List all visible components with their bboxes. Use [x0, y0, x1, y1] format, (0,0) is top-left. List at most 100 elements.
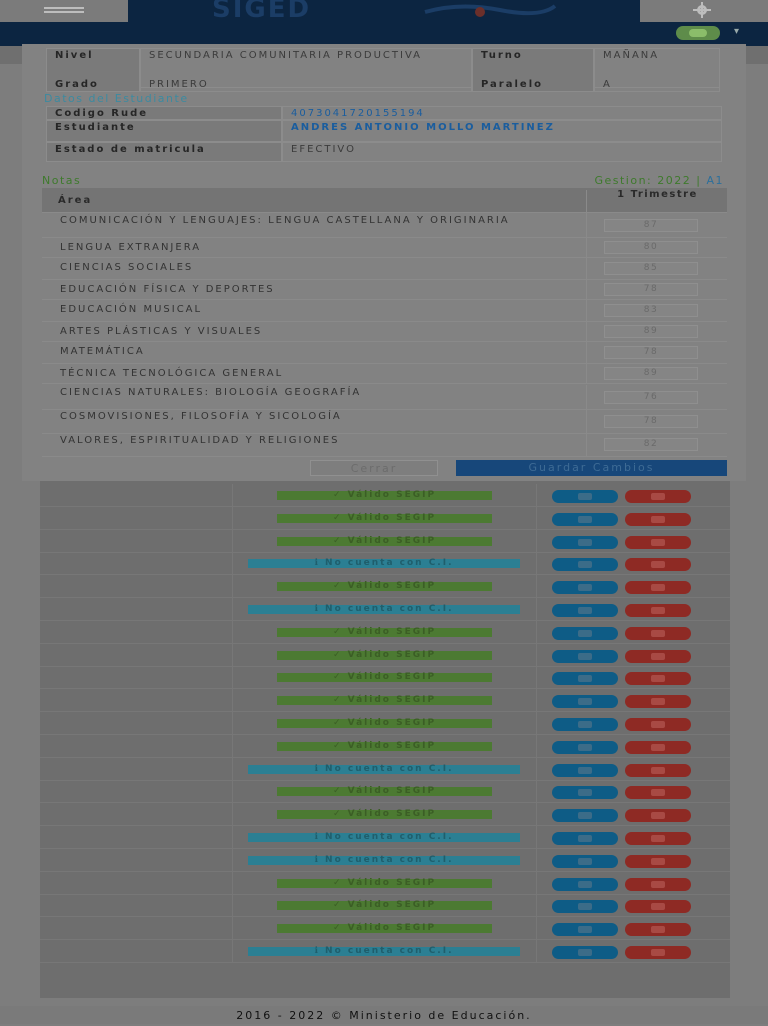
subject-name: LENGUA EXTRANJERA [60, 242, 202, 253]
status-badge: ✓ Válido SEGIP [277, 627, 492, 637]
grades-button[interactable] [625, 763, 691, 777]
siged-logo: SIGED [212, 0, 312, 24]
status-badge: ✓ Válido SEGIP [277, 787, 492, 797]
save-changes-button[interactable]: Guardar Cambios [456, 460, 727, 476]
grades-button[interactable] [625, 946, 691, 959]
grades-button[interactable] [625, 809, 691, 823]
edit-student-button[interactable] [552, 581, 618, 595]
score-input[interactable]: 78 [604, 415, 698, 428]
grades-button[interactable] [625, 535, 691, 549]
score-input[interactable]: 87 [604, 219, 698, 232]
table-row: ℹ No cuenta con C.I. [40, 552, 730, 576]
grades-button[interactable] [625, 672, 691, 686]
user-icon [578, 880, 592, 888]
grades-button[interactable] [625, 604, 691, 617]
student-name-link[interactable]: ANDRES ANTONIO MOLLO MARTINEZ [282, 120, 722, 142]
edit-student-button[interactable] [552, 809, 618, 823]
subject-name: EDUCACIÓN MUSICAL [60, 304, 203, 315]
list-icon [651, 652, 665, 660]
subject-name: VALORES, ESPIRITUALIDAD Y RELIGIONES [60, 435, 340, 446]
gear-icon [693, 2, 711, 18]
menu-toggle-button[interactable] [0, 0, 128, 22]
edit-student-button[interactable] [552, 626, 618, 640]
edit-student-button[interactable] [552, 558, 618, 572]
grades-button[interactable] [625, 581, 691, 595]
edit-student-button[interactable] [552, 649, 618, 663]
user-icon [578, 515, 592, 523]
edit-student-button[interactable] [552, 763, 618, 777]
score-input[interactable]: 78 [604, 283, 698, 296]
edit-student-button[interactable] [552, 672, 618, 686]
edit-student-button[interactable] [552, 490, 618, 503]
grades-header: Área 1 Trimestre [42, 188, 727, 213]
grades-button[interactable] [625, 512, 691, 526]
status-badge: ℹ No cuenta con C.I. [248, 764, 520, 774]
score-input[interactable]: 85 [604, 262, 698, 275]
trimestre-header: 1 Trimestre [586, 190, 728, 212]
list-icon [651, 721, 665, 728]
grades-button[interactable] [625, 649, 691, 663]
grades-button[interactable] [625, 854, 691, 868]
grades-button[interactable] [625, 558, 691, 572]
status-badge: ✓ Válido SEGIP [277, 696, 492, 706]
user-avatar[interactable] [676, 26, 720, 40]
edit-student-button[interactable] [552, 718, 618, 731]
score-input[interactable]: 78 [604, 346, 698, 359]
table-row: ✓ Válido SEGIP [40, 780, 730, 804]
edit-student-button[interactable] [552, 854, 618, 868]
score-input[interactable]: 76 [604, 391, 698, 404]
table-row: ✓ Válido SEGIP [40, 712, 730, 735]
score-input[interactable]: 89 [604, 325, 698, 338]
user-icon [578, 493, 592, 500]
table-row: ✓ Válido SEGIP [40, 666, 730, 690]
grades-button[interactable] [625, 832, 691, 845]
grade-row: LENGUA EXTRANJERA 80 [42, 237, 727, 258]
score-input[interactable]: 80 [604, 241, 698, 254]
user-icon [578, 629, 592, 637]
grades-button[interactable] [625, 923, 691, 937]
list-icon [651, 766, 665, 774]
grades-button[interactable] [625, 718, 691, 731]
score-input[interactable]: 83 [604, 304, 698, 317]
list-icon [651, 493, 665, 500]
table-row: ✓ Válido SEGIP [40, 894, 730, 918]
close-button[interactable]: Cerrar [310, 460, 438, 476]
table-row: ✓ Válido SEGIP [40, 643, 730, 667]
score-input[interactable]: 82 [604, 438, 698, 451]
edit-student-button[interactable] [552, 740, 618, 754]
edit-student-button[interactable] [552, 695, 618, 709]
edit-student-button[interactable] [552, 946, 618, 959]
grades-button[interactable] [625, 695, 691, 709]
edit-student-button[interactable] [552, 877, 618, 891]
edit-student-button[interactable] [552, 900, 618, 914]
grades-button[interactable] [625, 877, 691, 891]
user-icon [578, 721, 592, 728]
edit-student-button[interactable] [552, 535, 618, 549]
edit-student-button[interactable] [552, 604, 618, 617]
grades-button[interactable] [625, 786, 691, 800]
table-row: ✓ Válido SEGIP [40, 803, 730, 827]
subject-name: ARTES PLÁSTICAS Y VISUALES [60, 326, 263, 337]
status-badge: ℹ No cuenta con C.I. [248, 605, 520, 614]
status-badge: ✓ Válido SEGIP [277, 650, 492, 660]
table-row: ✓ Válido SEGIP [40, 689, 730, 713]
grades-button[interactable] [625, 900, 691, 914]
grade-row: EDUCACIÓN MUSICAL 83 [42, 299, 727, 322]
edit-student-button[interactable] [552, 786, 618, 800]
list-icon [651, 629, 665, 637]
chevron-down-icon[interactable]: ▾ [734, 26, 741, 37]
user-icon [578, 743, 592, 751]
edit-student-button[interactable] [552, 512, 618, 526]
grades-button[interactable] [625, 740, 691, 754]
table-row: ✓ Válido SEGIP [40, 734, 730, 758]
grade-row: ARTES PLÁSTICAS Y VISUALES 89 [42, 321, 727, 342]
logo-swoosh-icon [424, 4, 557, 17]
score-input[interactable]: 89 [604, 367, 698, 380]
table-row: ✓ Válido SEGIP [40, 484, 730, 507]
gestion-link[interactable]: A1 [706, 174, 724, 187]
settings-button[interactable] [640, 0, 768, 22]
grades-button[interactable] [625, 626, 691, 640]
edit-student-button[interactable] [552, 923, 618, 937]
edit-student-button[interactable] [552, 832, 618, 845]
grades-button[interactable] [625, 490, 691, 503]
